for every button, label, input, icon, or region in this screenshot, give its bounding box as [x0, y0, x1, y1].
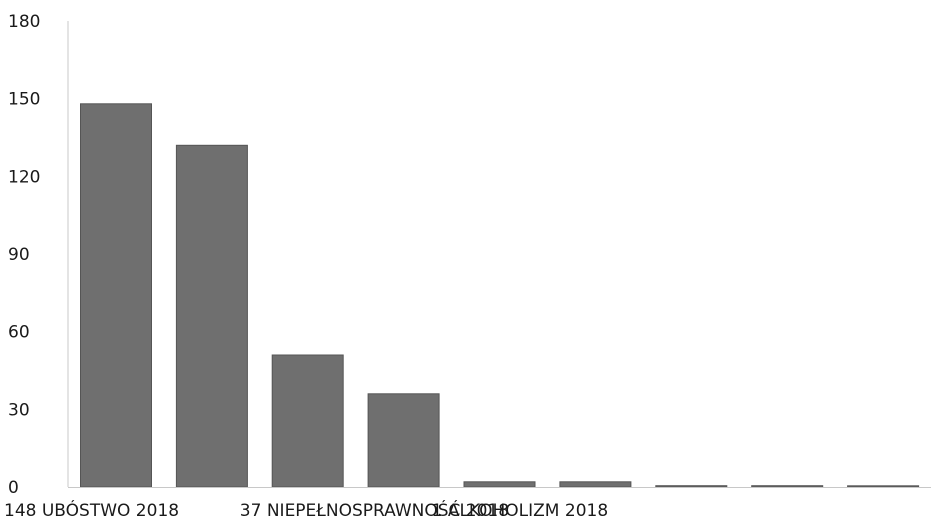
bar [175, 144, 248, 488]
y-axis: 0 30 60 90 120 150 180 [8, 12, 69, 498]
bar [271, 354, 344, 488]
bar [80, 103, 152, 488]
bar [655, 485, 728, 488]
bars [80, 103, 920, 488]
y-tick-label: 90 [8, 245, 30, 265]
bar [559, 481, 632, 488]
y-tick-label: 150 [8, 90, 40, 110]
y-tick-label: 120 [8, 167, 40, 187]
bar [463, 481, 536, 488]
y-tick-label: 60 [8, 323, 30, 343]
y-tick-label: 30 [8, 400, 30, 420]
bar [367, 393, 440, 488]
y-tick-label: 0 [8, 478, 19, 498]
x-category-label: 37 NIEPEŁNOSPRAWNOŚĆ 2018 [240, 499, 509, 521]
x-category-label: 148 UBÓSTWO 2018 [4, 499, 179, 521]
bar [751, 485, 824, 488]
x-category-label: 1 ALKOHOLIZM 2018 [432, 501, 609, 521]
bar [847, 485, 920, 488]
y-tick-label: 180 [8, 12, 40, 32]
x-axis: 148 UBÓSTWO 2018 37 NIEPEŁNOSPRAWNOŚĆ 201… [4, 487, 931, 521]
